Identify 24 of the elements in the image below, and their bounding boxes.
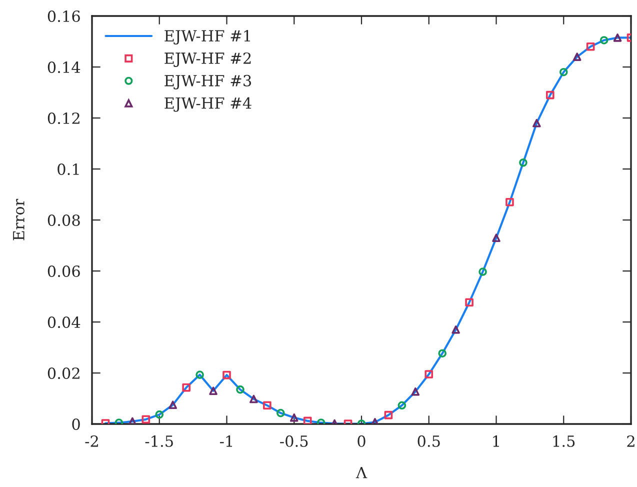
y-tick-label: 0.16 [48,10,80,22]
y-tick-label: 0.02 [48,367,80,380]
legend-label: EJW-HF #2 [164,52,251,67]
legend-label: EJW-HF #1 [164,30,250,45]
legend-label: EJW-HF #4 [164,97,252,112]
x-tick-label: 1.5 [553,435,575,447]
y-axis-title: Error [13,198,24,240]
x-tick-label: -2 [85,435,98,447]
x-axis-title: Λ [356,467,368,478]
y-tick-label: 0.04 [48,316,80,328]
y-tick-label: 0.08 [48,214,80,226]
x-tick-label: 2 [627,435,634,447]
y-tick-label: 0 [72,418,80,430]
y-tick-label: 0.14 [48,61,80,74]
legend-label: EJW-HF #3 [164,74,252,90]
x-tick-label: 0 [358,435,366,447]
x-tick-label: 0.5 [418,435,440,447]
x-tick-label: -1 [220,435,232,447]
x-tick-label: -1.5 [145,435,173,447]
y-tick-label: 0.12 [48,112,80,124]
x-tick-label: 1 [493,435,499,447]
y-tick-label: 0.1 [58,163,79,176]
y-tick-label: 0.06 [48,265,80,278]
x-tick-label: -0.5 [280,435,308,447]
